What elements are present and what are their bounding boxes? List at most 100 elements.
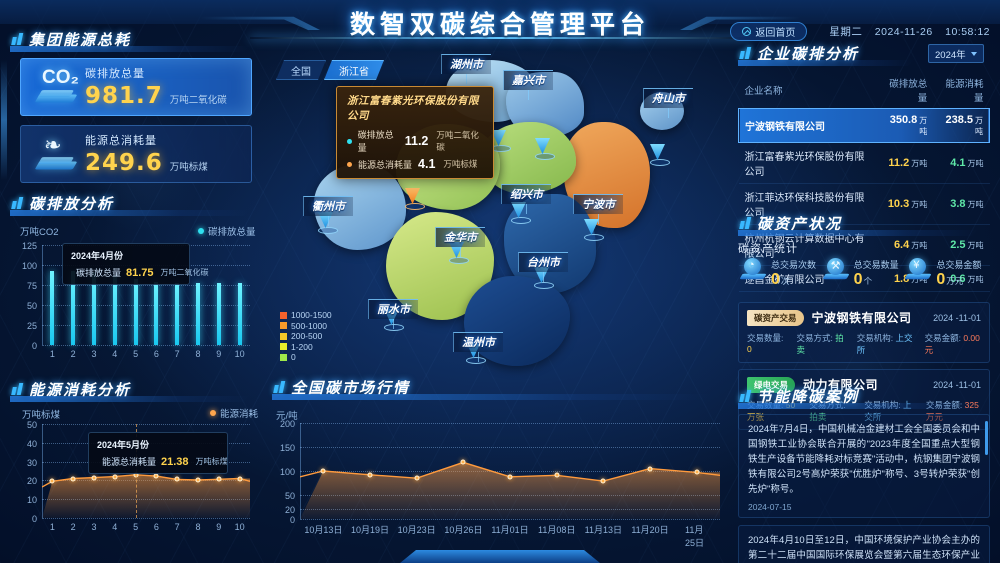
table-row[interactable]: 浙江富春紫光环保股份有限公司 11.2 万吨 4.1 万吨: [738, 143, 990, 184]
energy-consumption-area-chart[interactable]: 0 10 20 30 40 50 1 2 3 4 5 6 7 8 9 10: [27, 420, 250, 532]
data-point[interactable]: [460, 459, 466, 465]
stat-total-quantity[interactable]: ⚒ 总交易数量 0个: [822, 258, 906, 290]
map-label-quzhou[interactable]: 衢州市: [303, 196, 353, 226]
y-tick-label: 125: [21, 241, 37, 251]
x-tick-label: 7: [174, 349, 180, 359]
data-point[interactable]: [49, 478, 55, 484]
data-point[interactable]: [554, 472, 560, 478]
bar[interactable]: [71, 271, 76, 345]
stat-label: 总交易数量: [853, 260, 899, 270]
header-bars-icon: [11, 383, 24, 395]
bar[interactable]: [50, 270, 55, 345]
x-tick-label: 1: [49, 522, 55, 532]
x-tick-label: 10: [234, 349, 245, 359]
table-row[interactable]: 浙江菲达环保科技股份有限公司 10.3 万吨 3.8 万吨: [738, 184, 990, 225]
col-emission: 碳排放总量: [889, 79, 928, 104]
map-legend-label: 1000-1500: [291, 310, 332, 320]
bar[interactable]: [133, 279, 138, 345]
data-point[interactable]: [91, 475, 97, 481]
tooltip-unit: 万吨二氧化碳: [436, 130, 479, 152]
map-pin-huzhou[interactable]: [491, 130, 511, 152]
gridline: 0: [290, 515, 720, 525]
map-label-lishui[interactable]: 丽水市: [368, 299, 418, 329]
data-point[interactable]: [153, 473, 159, 479]
bar[interactable]: [112, 274, 117, 345]
map-label-jinhua[interactable]: 金华市: [435, 227, 485, 257]
data-point[interactable]: [174, 476, 180, 482]
map-label-huzhou[interactable]: 湖州市: [441, 54, 491, 84]
energy-chart-legend[interactable]: 能源消耗: [210, 406, 258, 420]
cell-energy: 0.6 万吨: [950, 272, 984, 285]
map-label-ningbo[interactable]: 宁波市: [573, 194, 623, 224]
map-tab-national[interactable]: 全国: [276, 60, 326, 80]
data-point[interactable]: [694, 469, 700, 475]
tooltip-unit: 万吨二氧化碳: [160, 268, 209, 277]
field-method: 交易方式: 拍卖: [796, 333, 844, 355]
carbon-analysis-header: 碳排放分析: [10, 192, 262, 214]
data-point[interactable]: [112, 474, 118, 480]
map-pin-shaoxing[interactable]: [511, 202, 531, 224]
carbon-chart-legend[interactable]: 碳排放总量: [198, 224, 256, 238]
stat-total-transactions[interactable]: ◔ 总交易次数 0次: [739, 258, 823, 290]
map-label-jiaxing[interactable]: 嘉兴市: [503, 70, 553, 100]
map-label-shaoxing[interactable]: 绍兴市: [501, 184, 551, 214]
datetime-display: 星期二 2024-11-26 10:58:12: [820, 24, 990, 39]
case-item[interactable]: 2024年7月4日，中国机械冶金建材工会全国委员会和中国钢铁工业协会联合开展的"…: [738, 414, 990, 518]
bar[interactable]: [92, 272, 96, 345]
transaction-row[interactable]: 碳资产交易 宁波钢铁有限公司 2024 -11-01 交易数量: 0 交易方式: 拍卖交…: [738, 302, 990, 363]
map-tab-zhejiang[interactable]: 浙江省: [324, 60, 384, 80]
map-pin-ningbo[interactable]: [584, 219, 604, 241]
x-tick-label: 10: [234, 522, 245, 532]
bar[interactable]: [196, 282, 200, 345]
data-point[interactable]: [70, 476, 76, 482]
data-point[interactable]: [647, 466, 653, 472]
case-list[interactable]: 2024年7月4日，中国机械冶金建材工会全国委员会和中国钢铁工业协会联合开展的"…: [738, 414, 990, 563]
stat-total-amount[interactable]: ¥ 总交易金额 0万元: [904, 258, 988, 290]
data-point[interactable]: [216, 476, 222, 482]
field-org: 交易机构: 上交所: [856, 333, 913, 355]
x-tick-label: 11月01日: [491, 525, 529, 535]
map-pin-quzhou[interactable]: [318, 212, 338, 234]
map-pin-jiaxing[interactable]: [535, 138, 555, 160]
map-pin-selected-fuyang[interactable]: [405, 188, 425, 210]
y-tick-label: 40: [26, 438, 37, 449]
bar[interactable]: [175, 282, 180, 345]
kpi-card-energy-consumption[interactable]: ❧ 能源总消耗量 249.6 万吨标煤: [20, 125, 252, 183]
bar[interactable]: [154, 281, 159, 345]
map-label-zhoushan[interactable]: 舟山市: [643, 88, 693, 118]
x-tick-label: 10月23日: [397, 525, 436, 535]
data-point[interactable]: [414, 475, 420, 481]
national-carbon-market-chart[interactable]: 0 20 50 100 150 200 10月13日 10月19日 10月23日 10月26日 11…: [280, 419, 720, 548]
map-label-shaoxing-text: 绍兴市: [501, 184, 551, 204]
tooltip-title: 2024年5月份: [97, 440, 150, 450]
province-map[interactable]: 全国 浙江省 湖州市 嘉兴市 舟山市: [268, 44, 730, 374]
map-label-zhoushan-text: 舟山市: [643, 88, 693, 108]
y-tick-label: 20: [26, 476, 37, 487]
case-item[interactable]: 2024年4月10日至12日，中国环境保护产业协会主办的第二十二届中国国际环保展…: [738, 525, 990, 563]
year-select[interactable]: 2024年: [928, 44, 984, 63]
home-icon: [742, 27, 752, 36]
table-row[interactable]: 宁波钢铁有限公司 350.8 万吨 238.5 万吨: [738, 108, 990, 143]
return-home-button[interactable]: 返回首页: [730, 22, 808, 41]
scrollbar[interactable]: [985, 421, 988, 455]
map-label-wenzhou[interactable]: 温州市: [453, 332, 503, 362]
bar[interactable]: [216, 282, 221, 345]
data-point[interactable]: [320, 468, 326, 474]
map-label-taizhou[interactable]: 台州市: [518, 252, 568, 282]
stat-label: 总交易金额: [936, 260, 982, 270]
group-energy-title: 集团能源总耗: [29, 29, 131, 50]
table-row[interactable]: 杭州杭钢云计算数据中心有限公司 6.4 万吨 2.5 万吨: [738, 225, 990, 266]
transaction-company: 宁波钢铁有限公司: [811, 311, 912, 325]
header-underline-bar: [738, 403, 978, 409]
data-point[interactable]: [367, 472, 373, 478]
data-point[interactable]: [507, 474, 513, 480]
bar[interactable]: [237, 283, 242, 345]
data-point[interactable]: [237, 476, 243, 482]
y-tick-label: 50: [26, 301, 37, 311]
field-amount: 交易金额: 0.00元: [924, 333, 980, 355]
data-point[interactable]: [600, 478, 606, 484]
map-pin-zhoushan[interactable]: [650, 144, 670, 166]
data-point[interactable]: [195, 477, 201, 483]
assets-sub-heading: 碳资产统计: [738, 243, 798, 255]
kpi-card-carbon-emission[interactable]: CO₂ 碳排放总量 981.7 万吨二氧化碳: [20, 58, 252, 116]
